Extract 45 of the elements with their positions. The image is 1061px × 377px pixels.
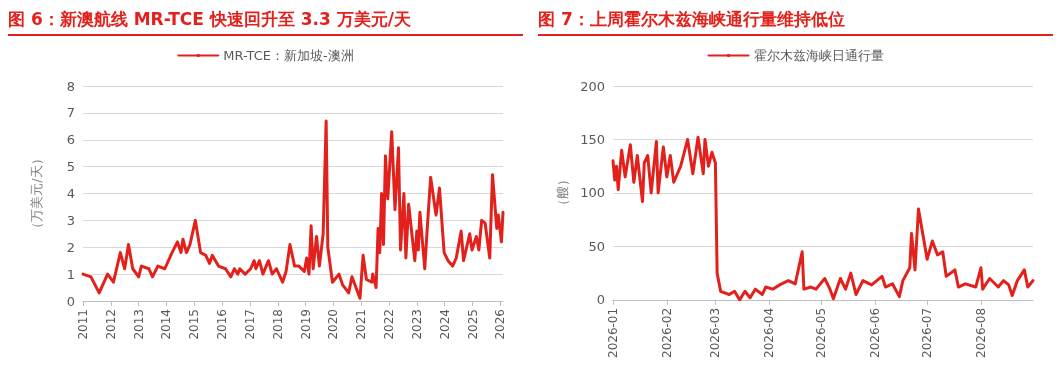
x-tick-label: 2026-04 xyxy=(762,307,777,358)
x-tick-label: 2026-05 xyxy=(814,307,829,358)
x-tick-label: 2013 xyxy=(131,309,146,340)
x-tick-label: 2026-08 xyxy=(973,307,988,358)
y-tick-label: 50 xyxy=(588,238,605,254)
x-tick-label: 2018 xyxy=(270,309,285,340)
legend-label: MR-TCE：新加坡-澳洲 xyxy=(223,48,354,63)
x-tick-label: 2022 xyxy=(382,309,397,340)
x-tick-label: 2017 xyxy=(242,309,257,340)
y-tick-label: 100 xyxy=(580,185,605,201)
x-tick-label: 2014 xyxy=(159,309,174,340)
x-tick-label: 2024 xyxy=(437,309,452,340)
x-tick-label: 2012 xyxy=(103,309,118,340)
x-tick-label: 2025 xyxy=(465,309,480,340)
y-axis-title: （万美元/天） xyxy=(29,152,44,235)
x-tick-label: 2026-02 xyxy=(659,307,674,358)
x-tick-label: 2026-06 xyxy=(868,307,883,358)
x-tick-label: 2015 xyxy=(187,309,202,340)
x-tick-label: 2023 xyxy=(409,309,424,340)
x-tick-label: 2021 xyxy=(354,309,369,340)
x-tick-label: 2026-07 xyxy=(920,307,935,358)
y-tick-label: 7 xyxy=(66,105,75,121)
chart-title: 图 6：新澳航线 MR-TCE 快速回升至 3.3 万美元/天 xyxy=(8,8,523,36)
y-tick-label: 1 xyxy=(66,266,75,282)
y-tick-label: 8 xyxy=(66,78,75,94)
x-tick-label: 2026-01 xyxy=(606,307,620,358)
y-tick-label: 200 xyxy=(580,78,605,94)
legend-label: 霍尔木兹海峡日通行量 xyxy=(753,48,884,63)
x-tick-label: 2011 xyxy=(76,309,90,340)
y-tick-label: 0 xyxy=(596,292,605,308)
chart-title: 图 7：上周霍尔木兹海峡通行量维持低位 xyxy=(538,8,1053,36)
x-tick-label: 2016 xyxy=(215,309,230,340)
y-tick-label: 5 xyxy=(66,159,75,175)
y-tick-label: 0 xyxy=(66,293,75,309)
line-series xyxy=(611,135,1035,302)
x-tick-label: 2026-03 xyxy=(708,307,723,358)
y-tick-label: 3 xyxy=(66,212,75,228)
y-axis-title: （艘） xyxy=(555,173,571,213)
x-tick-label: 2020 xyxy=(326,309,341,340)
y-tick-label: 6 xyxy=(66,132,75,148)
y-tick-label: 4 xyxy=(66,186,75,201)
y-tick-label: 2 xyxy=(66,239,75,255)
x-tick-label: 2026 xyxy=(493,309,508,340)
x-tick-label: 2019 xyxy=(298,309,313,340)
y-tick-label: 150 xyxy=(580,131,605,147)
